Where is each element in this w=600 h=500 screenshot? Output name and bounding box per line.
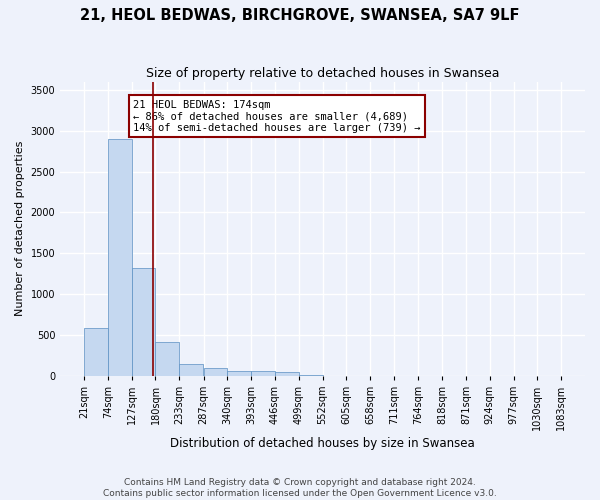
Bar	[155, 342, 179, 376]
Bar	[84, 328, 108, 376]
Text: 21 HEOL BEDWAS: 174sqm
← 86% of detached houses are smaller (4,689)
14% of semi-: 21 HEOL BEDWAS: 174sqm ← 86% of detached…	[133, 100, 421, 133]
Bar	[203, 368, 227, 376]
Bar	[275, 372, 299, 376]
Bar	[131, 268, 155, 376]
Bar	[251, 372, 275, 376]
Text: 21, HEOL BEDWAS, BIRCHGROVE, SWANSEA, SA7 9LF: 21, HEOL BEDWAS, BIRCHGROVE, SWANSEA, SA…	[80, 8, 520, 22]
Text: Contains HM Land Registry data © Crown copyright and database right 2024.
Contai: Contains HM Land Registry data © Crown c…	[103, 478, 497, 498]
Bar	[227, 371, 251, 376]
Bar	[108, 139, 131, 376]
Title: Size of property relative to detached houses in Swansea: Size of property relative to detached ho…	[146, 68, 499, 80]
X-axis label: Distribution of detached houses by size in Swansea: Distribution of detached houses by size …	[170, 437, 475, 450]
Y-axis label: Number of detached properties: Number of detached properties	[15, 141, 25, 316]
Bar	[179, 364, 203, 376]
